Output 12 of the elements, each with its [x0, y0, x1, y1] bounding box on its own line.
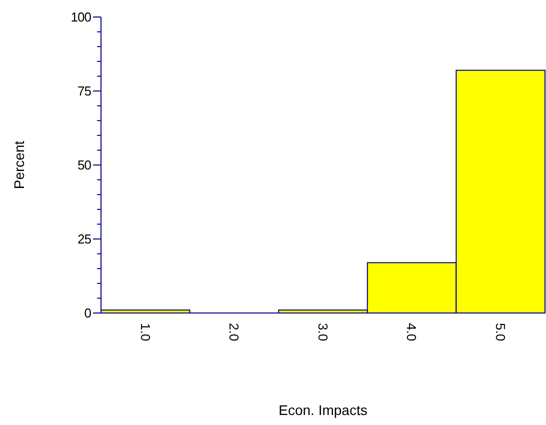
x-axis-title: Econ. Impacts: [278, 402, 368, 418]
x-tick-label: 4.0: [404, 323, 420, 342]
y-axis-title: Percent: [11, 140, 27, 190]
x-tick-label: 3.0: [315, 323, 330, 342]
y-tick-label: 25: [78, 232, 92, 247]
y-tick-label: 50: [78, 158, 92, 173]
y-tick-label: 0: [84, 306, 92, 321]
x-tick-label: 2.0: [226, 323, 242, 342]
y-tick-label: 100: [70, 10, 92, 25]
x-tick-label: 5.0: [493, 323, 508, 342]
x-tick-label: 1.0: [138, 323, 153, 342]
y-tick-label: 75: [78, 84, 92, 99]
